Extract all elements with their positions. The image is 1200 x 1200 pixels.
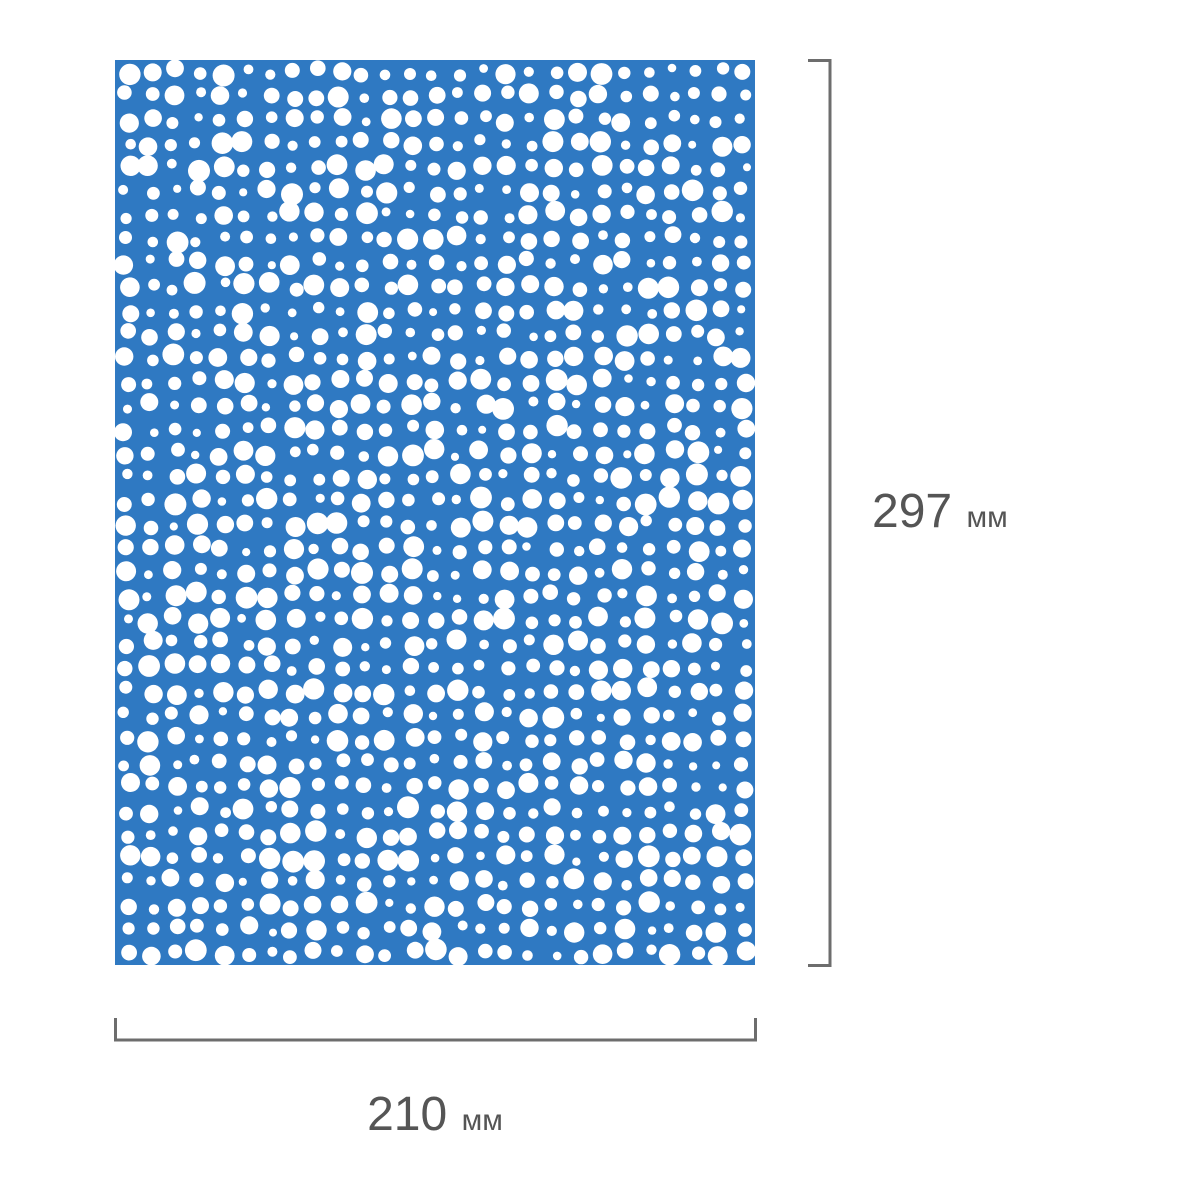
height-unit: мм [967, 501, 1008, 534]
product-sheet [115, 60, 755, 965]
dot-pattern [115, 60, 755, 965]
dimension-infographic: 297 мм 210 мм [0, 0, 1200, 1200]
width-dimension-label: 210 мм [367, 1087, 503, 1142]
height-bracket [808, 59, 837, 967]
width-bracket [114, 1018, 757, 1047]
height-dimension-label: 297 мм [872, 484, 1008, 539]
width-value: 210 [367, 1088, 447, 1141]
height-value: 297 [872, 485, 952, 538]
width-unit: мм [462, 1104, 503, 1137]
